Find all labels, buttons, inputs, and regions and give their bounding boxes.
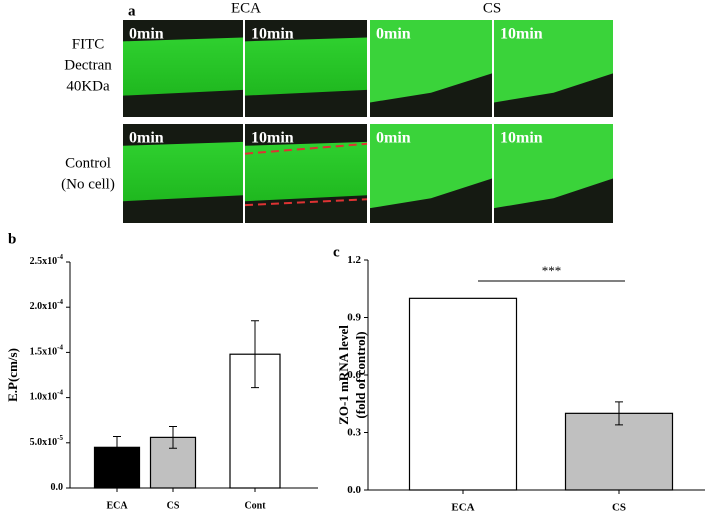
y-tick-label: 1.0x10-4 (30, 388, 64, 403)
timepoint-label: 0min (129, 26, 164, 43)
tick-mantissa: 0.0 (347, 484, 361, 496)
y-tick-label: 0.0 (51, 482, 64, 493)
timepoint-label: 10min (500, 130, 543, 147)
channel (245, 37, 367, 96)
y-axis-label: ZO-1 mRNA level (336, 325, 351, 425)
tick-exponent: -5 (57, 433, 63, 441)
row-label: 40KDa (66, 78, 110, 94)
y-tick-label: 0.6 (347, 369, 361, 381)
error-bar (113, 435, 121, 459)
y-tick-label: 1.5x10-4 (30, 343, 64, 358)
tick-exponent: -4 (57, 343, 63, 351)
tick-mantissa: 5.0x10 (30, 437, 58, 448)
tick-mantissa: 0.6 (347, 369, 361, 381)
y-tick-label: 2.5x10-4 (30, 253, 64, 268)
dash-line (244, 198, 368, 207)
tick-exponent: -4 (57, 388, 63, 396)
row-label: (No cell) (61, 176, 115, 192)
x-tick-label: CS (167, 500, 180, 511)
timepoint-label: 0min (376, 130, 411, 147)
panel-label: c (333, 244, 340, 260)
tick-mantissa: 2.5x10 (30, 256, 58, 267)
y-tick-label: 0.9 (347, 311, 361, 323)
timepoint-label: 10min (500, 26, 543, 43)
tick-mantissa: 2.0x10 (30, 301, 58, 312)
panel-label: a (128, 3, 136, 19)
y-tick-label: 5.0x10-5 (30, 433, 64, 448)
tick-exponent: -4 (57, 298, 63, 306)
row-label: FITC (72, 36, 105, 52)
tick-mantissa: 0.0 (51, 482, 64, 493)
panel-label: b (8, 231, 16, 247)
column-header: CS (483, 0, 501, 16)
channel (494, 124, 613, 209)
timepoint-label: 0min (376, 26, 411, 43)
row-label: Control (65, 155, 111, 171)
channel (123, 141, 243, 202)
channel (123, 37, 243, 96)
micrographs: 0min 10min 0min 10min 0min 10min 0min 10min (123, 20, 613, 223)
y-axis-label: E.P(cm/s) (5, 348, 20, 402)
tick-mantissa: 0.3 (347, 426, 361, 438)
dash-line (244, 142, 368, 155)
channel (370, 20, 492, 103)
timepoint-label: 0min (129, 130, 164, 147)
tick-mantissa: 1.0x10 (30, 392, 58, 403)
error-bar (169, 426, 177, 449)
channel (245, 141, 367, 202)
error-bar (251, 320, 259, 389)
significance-label: *** (542, 263, 562, 278)
x-tick-label: CS (612, 502, 626, 513)
column-header: ECA (231, 0, 261, 16)
y-tick-label: 2.0x10-4 (30, 298, 64, 313)
channel (370, 124, 492, 209)
tick-mantissa: 1.2 (347, 254, 361, 266)
bar (408, 297, 518, 491)
y-tick-label: 1.2 (347, 254, 361, 266)
tick-mantissa: 1.5x10 (30, 347, 58, 358)
x-tick-label: ECA (451, 502, 474, 513)
timepoint-label: 10min (251, 130, 294, 147)
row-label: Dectran (64, 57, 112, 73)
channel (494, 20, 613, 103)
y-axis-label: (fold of control) (353, 331, 368, 418)
y-tick-label: 0.0 (347, 484, 361, 496)
tick-exponent: -4 (57, 253, 63, 261)
tick-mantissa: 0.9 (347, 311, 361, 323)
x-tick-label: ECA (106, 500, 128, 511)
error-bar (615, 401, 623, 426)
timepoint-label: 10min (251, 26, 294, 43)
y-tick-label: 0.3 (347, 426, 361, 438)
x-tick-label: Cont (244, 500, 266, 511)
